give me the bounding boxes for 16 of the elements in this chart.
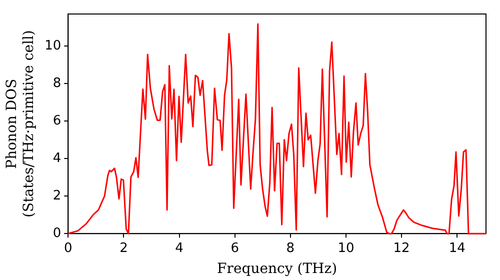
x-tick-label: 10 bbox=[338, 240, 354, 256]
y-tick-label: 2 bbox=[52, 188, 62, 204]
y-tick-label: 4 bbox=[52, 150, 62, 166]
y-tick-label: 10 bbox=[44, 38, 62, 54]
x-tick-label: 6 bbox=[230, 240, 239, 256]
y-tick-label: 6 bbox=[52, 113, 62, 128]
y-tick-label: 0 bbox=[52, 226, 62, 241]
x-tick-label: 2 bbox=[120, 240, 128, 256]
y-axis-title: Phonon DOS (States/THz·primitive cell) bbox=[4, 30, 37, 218]
x-tick-label: 4 bbox=[175, 240, 184, 256]
x-tick-label: 0 bbox=[64, 240, 72, 256]
x-axis-title: Frequency (THz) bbox=[217, 261, 338, 278]
y-tick-label: 8 bbox=[52, 76, 62, 91]
x-tick-label: 8 bbox=[286, 240, 295, 256]
x-tick-label: 12 bbox=[393, 240, 410, 256]
x-tick-label: 14 bbox=[448, 240, 466, 256]
